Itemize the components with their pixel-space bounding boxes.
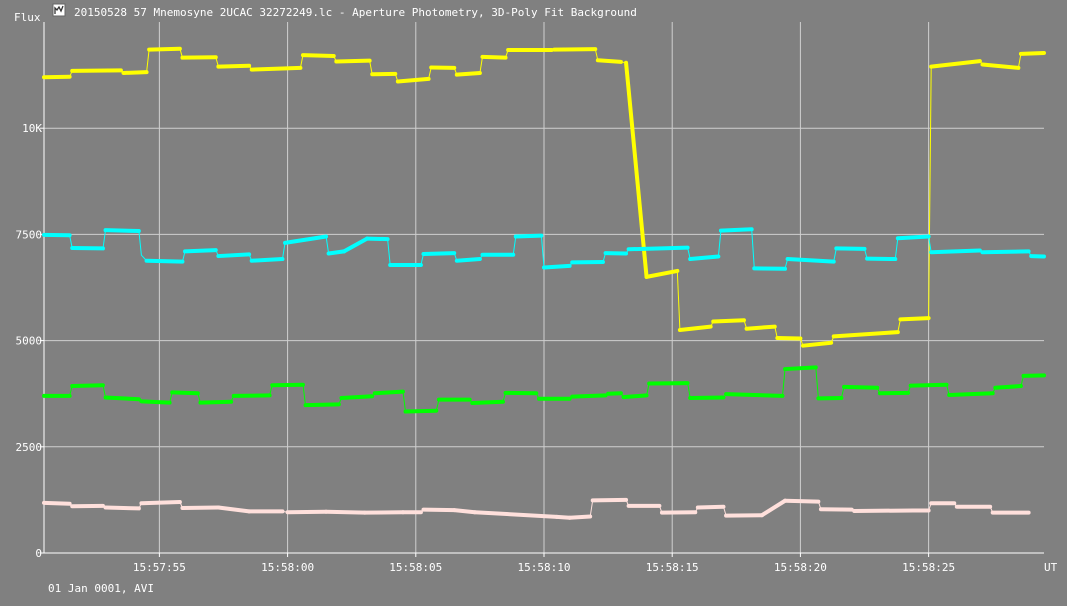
series-1-segment — [249, 65, 303, 72]
series-2-segment — [542, 263, 572, 270]
series-1-segment — [677, 324, 713, 332]
light-curve-app-icon — [52, 3, 66, 17]
series-1-segment — [595, 58, 623, 64]
series-1-segment — [395, 76, 431, 84]
series-4-segment — [216, 505, 252, 514]
x-tick-label: 15:57:55 — [133, 561, 186, 574]
chart-axes — [40, 22, 1044, 557]
series-3-segment — [993, 384, 1023, 390]
series-4-segment — [554, 514, 572, 520]
y-tick-label: 7500 — [16, 228, 43, 241]
series-2-segment — [216, 252, 252, 259]
chart-tick-labels: 15:57:55 15:58:00 15:58:05 15:58:10 15:58:15… — [16, 122, 956, 574]
series-3-segment — [783, 365, 818, 372]
series-2-segment — [421, 251, 457, 256]
series-2-segment — [249, 257, 285, 263]
y-axis-label: Flux — [14, 11, 41, 24]
x-tick-label: 15:58:15 — [646, 561, 699, 574]
chart-series — [42, 46, 1046, 520]
series-3-segment — [403, 408, 439, 414]
series-4-segment — [567, 514, 593, 520]
series-4-segment — [452, 508, 477, 515]
series-1-segment — [216, 63, 252, 69]
series-1-segment — [334, 58, 372, 64]
series-1-segment — [831, 330, 900, 339]
chart-title: 20150528 57 Mnemosyne 2UCAC 32272249.lc … — [74, 6, 637, 19]
y-tick-label: 0 — [35, 547, 42, 560]
series-3-segment — [170, 390, 200, 396]
x-tick-label: 15:58:00 — [261, 561, 314, 574]
series-3-segment — [947, 391, 995, 397]
series-3-segment — [470, 399, 505, 406]
series-4-segment — [139, 500, 182, 506]
x-tick-label: 15:58:10 — [518, 561, 571, 574]
y-tick-label: 5000 — [16, 335, 43, 348]
series-1-segment — [644, 268, 680, 279]
series-4-segment — [324, 509, 367, 515]
y-tick-label: 10K — [22, 122, 42, 135]
series-3-segment — [339, 394, 375, 400]
series-2-segment — [103, 228, 141, 234]
series-3-segment — [621, 393, 649, 400]
date-footer: 01 Jan 0001, AVI — [48, 582, 154, 595]
series-1-segment — [800, 340, 834, 348]
series-1-segment — [147, 46, 182, 52]
title-bar: 20150528 57 Mnemosyne 2UCAC 32272249.lc … — [52, 3, 637, 19]
series-2-segment — [895, 234, 931, 241]
x-tick-label: 15:58:20 — [774, 561, 827, 574]
x-axis-label: UT — [1044, 561, 1058, 574]
series-2-segment — [144, 258, 185, 264]
series-1-segment — [121, 70, 149, 75]
series-2-segment — [183, 248, 218, 254]
series-1-segment — [980, 62, 1021, 70]
series-4-segment — [759, 498, 788, 518]
series-3-segment — [198, 399, 234, 405]
series-2-segment — [283, 234, 329, 245]
x-tick-label: 15:58:25 — [902, 561, 955, 574]
series-2-segment — [718, 227, 754, 233]
series-1-segment — [624, 60, 649, 279]
series-3-segment — [139, 399, 172, 405]
series-3-segment — [570, 393, 608, 399]
series-4-segment — [783, 498, 821, 504]
series-2-segment — [513, 233, 544, 239]
series-1-segment — [300, 53, 336, 58]
series-3-segment — [103, 395, 141, 402]
series-1-segment — [929, 59, 982, 69]
series-2-segment — [785, 257, 836, 264]
series-4-segment — [103, 505, 141, 511]
series-2-segment — [688, 254, 721, 262]
series-2-segment — [626, 245, 690, 252]
series-4-segment — [472, 510, 559, 519]
y-tick-label: 2500 — [16, 441, 43, 454]
series-1-segment — [1018, 51, 1046, 56]
series-2-segment — [342, 236, 370, 254]
series-3-segment — [908, 382, 949, 388]
series-1-segment — [454, 70, 482, 77]
series-1-segment — [898, 316, 931, 322]
series-2-segment — [454, 257, 482, 263]
series-4-segment — [695, 504, 726, 510]
series-4-segment — [42, 500, 72, 506]
series-2-segment — [929, 248, 982, 255]
series-2-segment — [980, 249, 1031, 255]
series-3-segment — [372, 389, 405, 396]
series-3-segment — [842, 384, 880, 390]
series-1-segment — [744, 324, 777, 331]
series-1-segment — [711, 318, 746, 324]
series-1-segment — [480, 54, 508, 60]
series-2-segment — [326, 249, 346, 256]
series-3-segment — [303, 402, 341, 408]
series-3-segment — [724, 392, 785, 398]
x-tick-label: 15:58:05 — [389, 561, 442, 574]
series-3-segment — [70, 383, 105, 389]
